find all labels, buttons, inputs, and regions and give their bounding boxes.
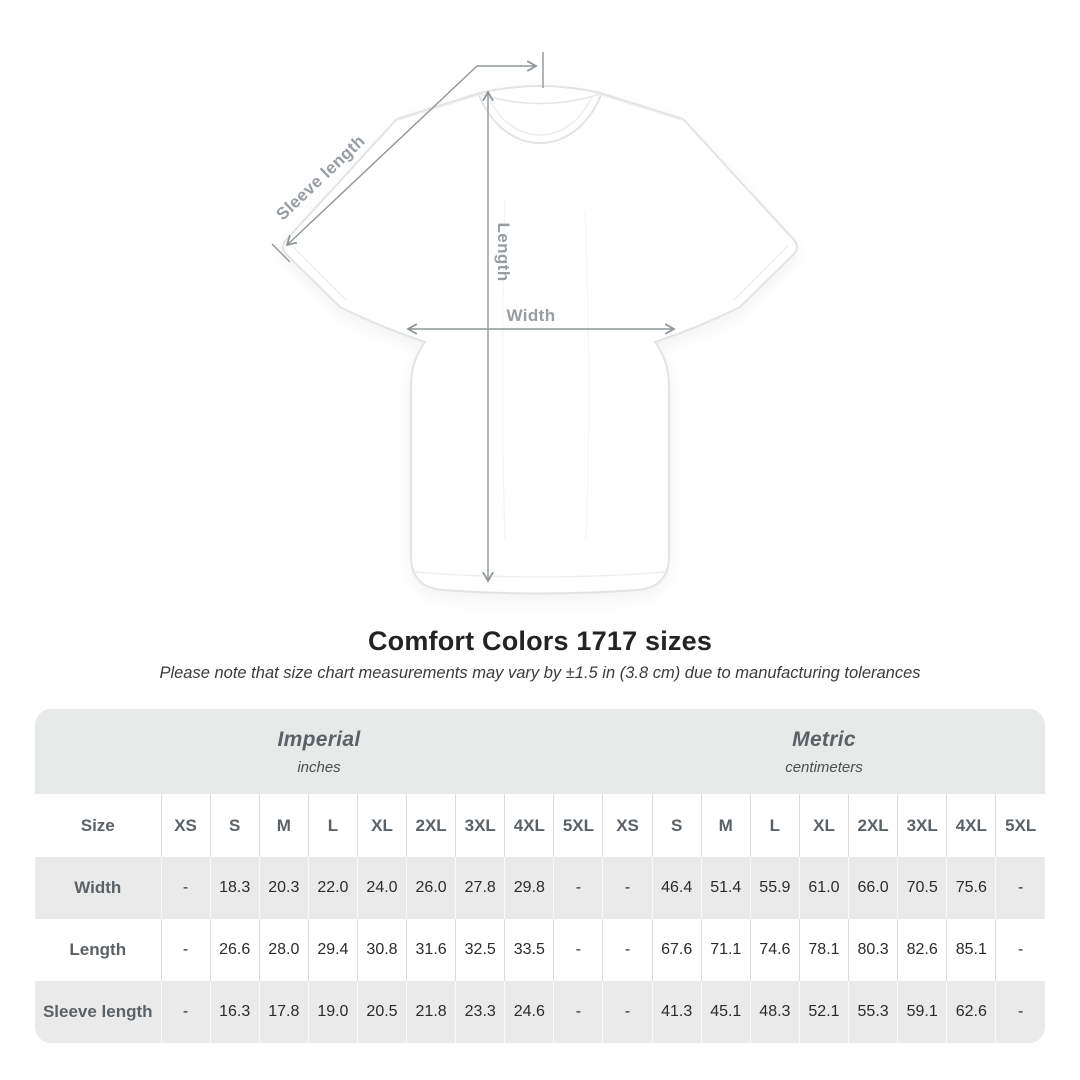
size-header-cell: 5XL bbox=[995, 794, 1045, 857]
size-value-cell: 74.6 bbox=[750, 919, 800, 981]
metric-group-label: Metric bbox=[792, 727, 856, 751]
size-value-cell: 28.0 bbox=[259, 919, 309, 981]
size-header-cell: M bbox=[701, 794, 751, 857]
unit-group-header-row: Imperial inches Metric centimeters bbox=[35, 709, 1045, 794]
row-label: Sleeve length bbox=[35, 981, 162, 1043]
size-header-cell: XL bbox=[357, 794, 408, 857]
size-value-cell: 31.6 bbox=[406, 919, 457, 981]
size-value-cell: - bbox=[161, 981, 211, 1043]
size-value-cell: 21.8 bbox=[406, 981, 457, 1043]
size-value-cell: - bbox=[553, 981, 604, 1043]
row-label: Length bbox=[35, 919, 162, 981]
size-header-cell: 5XL bbox=[553, 794, 604, 857]
tshirt-measurement-diagram: Sleeve length Length Width bbox=[271, 52, 798, 595]
tolerance-note: Please note that size chart measurements… bbox=[159, 664, 921, 682]
size-value-cell: 16.3 bbox=[210, 981, 260, 1043]
size-header-cell: 3XL bbox=[455, 794, 506, 857]
row-label: Width bbox=[35, 857, 162, 919]
imperial-group-label: Imperial bbox=[277, 727, 361, 751]
size-value-cell: 32.5 bbox=[455, 919, 506, 981]
size-value-cell: 66.0 bbox=[848, 857, 899, 919]
size-value-cell: 26.6 bbox=[210, 919, 260, 981]
size-value-cell: 26.0 bbox=[406, 857, 457, 919]
tshirt-silhouette bbox=[282, 85, 798, 595]
page-title: Comfort Colors 1717 sizes bbox=[367, 626, 713, 656]
size-value-cell: 62.6 bbox=[946, 981, 997, 1043]
size-value-cell: - bbox=[602, 919, 653, 981]
size-header-row: Size XS S M L XL 2XL 3XL 4XL 5XL XS S M … bbox=[35, 794, 1045, 857]
size-header-cell: 4XL bbox=[504, 794, 555, 857]
size-value-cell: 80.3 bbox=[848, 919, 899, 981]
size-header-cell: XL bbox=[799, 794, 850, 857]
size-value-cell: 51.4 bbox=[701, 857, 751, 919]
size-value-cell: 48.3 bbox=[750, 981, 800, 1043]
metric-group-header: Metric centimeters bbox=[602, 709, 1045, 794]
size-value-cell: - bbox=[161, 857, 211, 919]
size-value-cell: 82.6 bbox=[897, 919, 948, 981]
size-value-cell: 75.6 bbox=[946, 857, 997, 919]
size-value-cell: 23.3 bbox=[455, 981, 506, 1043]
size-value-cell: 55.3 bbox=[848, 981, 899, 1043]
sleeve-length-arrow bbox=[271, 52, 544, 263]
size-value-cell: - bbox=[995, 981, 1045, 1043]
size-value-cell: 24.0 bbox=[357, 857, 408, 919]
size-value-cell: 29.8 bbox=[504, 857, 555, 919]
imperial-group-header: Imperial inches bbox=[35, 709, 603, 794]
size-header-cell: 2XL bbox=[406, 794, 457, 857]
size-value-cell: 46.4 bbox=[652, 857, 702, 919]
size-value-cell: - bbox=[602, 857, 653, 919]
tshirt-graphic bbox=[271, 52, 798, 595]
size-value-cell: 22.0 bbox=[308, 857, 358, 919]
size-value-cell: 27.8 bbox=[455, 857, 506, 919]
size-value-cell: - bbox=[995, 919, 1045, 981]
size-value-cell: 70.5 bbox=[897, 857, 948, 919]
size-value-cell: 19.0 bbox=[308, 981, 358, 1043]
size-header-cell: 2XL bbox=[848, 794, 899, 857]
size-value-cell: - bbox=[602, 981, 653, 1043]
size-value-cell: 59.1 bbox=[897, 981, 948, 1043]
size-value-cell: - bbox=[553, 919, 604, 981]
size-header-cell: S bbox=[210, 794, 260, 857]
size-header-cell: 4XL bbox=[946, 794, 997, 857]
size-value-cell: 18.3 bbox=[210, 857, 260, 919]
size-column-header: Size bbox=[35, 794, 162, 857]
size-header-cell: S bbox=[652, 794, 702, 857]
size-value-cell: 52.1 bbox=[799, 981, 850, 1043]
size-value-cell: 29.4 bbox=[308, 919, 358, 981]
table-row-sleeve-length: Sleeve length - 16.3 17.8 19.0 20.5 21.8… bbox=[35, 981, 1045, 1043]
size-header-cell: XS bbox=[161, 794, 211, 857]
size-header-cell: L bbox=[308, 794, 358, 857]
imperial-group-unit: inches bbox=[297, 758, 341, 776]
size-value-cell: 17.8 bbox=[259, 981, 309, 1043]
size-value-cell: 71.1 bbox=[701, 919, 751, 981]
size-value-cell: - bbox=[995, 857, 1045, 919]
size-header-cell: XS bbox=[602, 794, 653, 857]
size-value-cell: 20.3 bbox=[259, 857, 309, 919]
size-chart-page: Sleeve length Length Width Comfort Color… bbox=[35, 52, 1045, 1043]
size-table-grid: Imperial inches Metric centimeters Size … bbox=[35, 709, 1045, 1043]
metric-group-unit: centimeters bbox=[785, 758, 863, 776]
size-value-cell: 67.6 bbox=[652, 919, 702, 981]
size-value-cell: 41.3 bbox=[652, 981, 702, 1043]
size-value-cell: - bbox=[161, 919, 211, 981]
table-row-length: Length - 26.6 28.0 29.4 30.8 31.6 32.5 3… bbox=[35, 919, 1045, 981]
size-value-cell: 20.5 bbox=[357, 981, 408, 1043]
size-value-cell: 33.5 bbox=[504, 919, 555, 981]
table-row-width: Width - 18.3 20.3 22.0 24.0 26.0 27.8 29… bbox=[35, 857, 1045, 919]
size-value-cell: 55.9 bbox=[750, 857, 800, 919]
size-value-cell: - bbox=[553, 857, 604, 919]
size-value-cell: 78.1 bbox=[799, 919, 850, 981]
size-table: Imperial inches Metric centimeters Size … bbox=[35, 709, 1045, 1043]
length-label: Length bbox=[494, 222, 513, 282]
size-header-cell: 3XL bbox=[897, 794, 948, 857]
width-label: Width bbox=[506, 306, 556, 325]
size-value-cell: 61.0 bbox=[799, 857, 850, 919]
size-header-cell: L bbox=[750, 794, 800, 857]
size-value-cell: 30.8 bbox=[357, 919, 408, 981]
size-value-cell: 24.6 bbox=[504, 981, 555, 1043]
size-header-cell: M bbox=[259, 794, 309, 857]
size-value-cell: 85.1 bbox=[946, 919, 997, 981]
size-value-cell: 45.1 bbox=[701, 981, 751, 1043]
